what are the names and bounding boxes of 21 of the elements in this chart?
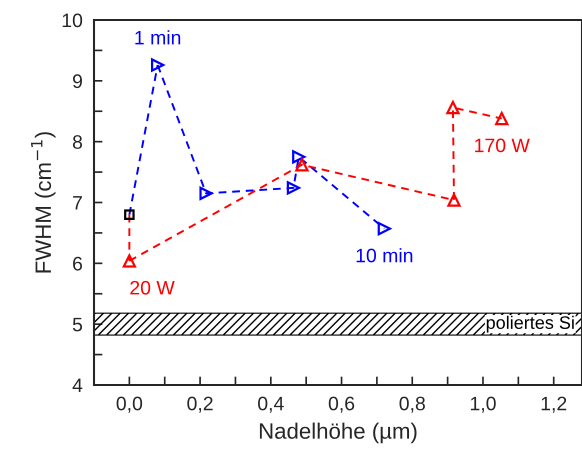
x-tick-label: 1,0 [470,396,496,413]
x-tick-label: 0,6 [328,396,354,413]
x-axis-title: Nadelhöhe (µm) [260,422,417,444]
y-tick-label: 4 [72,378,82,392]
x-tick-label: 0,4 [258,396,284,413]
x-tick-label: 0,2 [187,396,213,413]
y-tick-label: 7 [73,196,82,210]
y-tick-label: 9 [72,74,82,88]
x-tick-label: 0,8 [400,396,425,413]
y-tick-label: 8 [72,135,82,149]
x-tick-label: 0,0 [116,396,142,413]
band-label: poliertes Si [486,316,574,333]
y-tick-label: 10 [62,13,82,28]
annotation: 20 W [130,280,175,295]
annotation: 10 min [356,248,412,262]
y-tick-label: 6 [73,256,82,271]
x-tick-label: 1,2 [542,396,566,413]
annotation: 1 min [135,30,180,44]
y-tick-label: 5 [72,318,82,332]
annotation: 170 W [475,138,530,152]
y-axis-title: FWHM (cm$^{−1}$) [31,132,56,272]
